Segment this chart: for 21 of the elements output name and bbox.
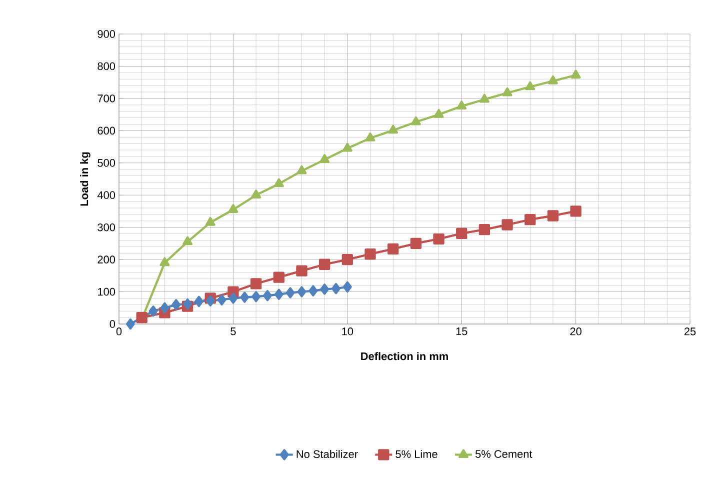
legend-label: 5% Cement: [475, 450, 532, 458]
y-tick-label: 300: [98, 223, 116, 232]
x-tick-label: 0: [116, 328, 122, 336]
y-tick-label: 900: [98, 30, 116, 38]
y-tick-label: 500: [98, 159, 116, 167]
legend-label: No Stabilizer: [296, 450, 358, 458]
y-tick-label: 0: [110, 320, 116, 328]
x-tick-label: 15: [456, 328, 468, 336]
y-axis-title: Load in kg: [80, 152, 90, 206]
y-tick-label: 100: [98, 288, 116, 296]
y-tick-label: 700: [98, 94, 116, 102]
y-tick-label: 200: [98, 256, 116, 264]
x-tick-label: 10: [342, 328, 354, 336]
x-tick-label: 20: [570, 328, 582, 336]
x-tick-label: 25: [684, 328, 696, 336]
y-tick-label: 400: [97, 191, 116, 199]
y-tick-label: 600: [98, 126, 116, 135]
y-tick-label: 800: [98, 62, 116, 70]
x-axis-title: Deflection in mm: [361, 352, 448, 360]
legend-label: 5% Lime: [396, 450, 438, 458]
x-tick-label: 5: [230, 328, 236, 336]
